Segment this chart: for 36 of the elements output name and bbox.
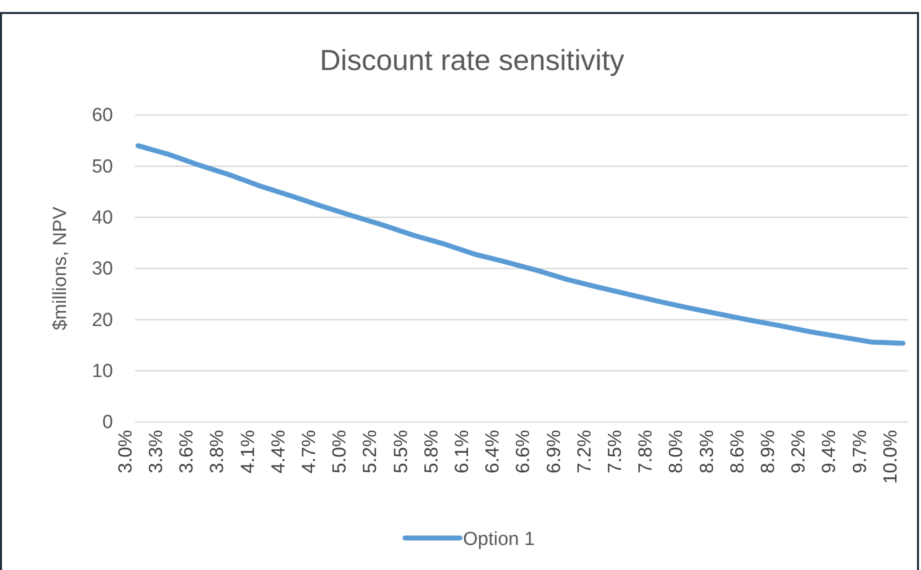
y-tick-label: 10 bbox=[92, 360, 113, 382]
x-tick-label: 3.6% bbox=[176, 430, 198, 474]
y-tick-label: 20 bbox=[92, 310, 113, 331]
x-tick-label: 4.7% bbox=[298, 430, 320, 474]
y-tick-label: 60 bbox=[92, 105, 113, 126]
chart-title: Discount rate sensitivity bbox=[320, 45, 625, 77]
x-tick-label: 7.8% bbox=[636, 430, 657, 474]
y-tick-label: 40 bbox=[92, 207, 113, 228]
x-tick-label: 5.5% bbox=[390, 430, 412, 474]
x-tick-label: 9.2% bbox=[788, 430, 810, 474]
legend-label: Option 1 bbox=[463, 529, 535, 550]
x-tick-label: 3.8% bbox=[207, 430, 228, 474]
x-tick-label: 6.4% bbox=[482, 430, 504, 474]
y-tick-label: 0 bbox=[102, 412, 113, 434]
x-tick-label: 7.2% bbox=[574, 430, 596, 474]
y-axis-title: $millions, NPV bbox=[50, 206, 71, 330]
x-tick-label: 5.2% bbox=[360, 430, 382, 474]
y-tick-label: 50 bbox=[92, 156, 113, 178]
x-tick-label: 8.0% bbox=[666, 430, 688, 474]
y-tick-label: 30 bbox=[92, 258, 113, 280]
x-tick-label: 4.4% bbox=[268, 430, 290, 474]
x-tick-label: 6.9% bbox=[544, 430, 565, 474]
x-tick-label: 4.1% bbox=[238, 430, 259, 474]
x-tick-label: 3.3% bbox=[146, 430, 167, 474]
x-tick-label: 8.9% bbox=[758, 430, 779, 474]
x-tick-label: 9.4% bbox=[819, 430, 840, 474]
x-tick-label: 9.7% bbox=[850, 430, 871, 474]
x-tick-label: 10.0% bbox=[880, 430, 902, 484]
x-tick-label: 8.6% bbox=[727, 430, 748, 474]
x-tick-label: 5.0% bbox=[330, 430, 351, 474]
x-tick-label: 7.5% bbox=[604, 430, 626, 474]
x-tick-label: 6.6% bbox=[513, 430, 534, 474]
x-tick-label: 6.1% bbox=[452, 430, 473, 474]
x-tick-label: 3.0% bbox=[115, 430, 136, 474]
x-tick-label: 8.3% bbox=[696, 430, 718, 474]
x-tick-label: 5.8% bbox=[421, 430, 442, 474]
